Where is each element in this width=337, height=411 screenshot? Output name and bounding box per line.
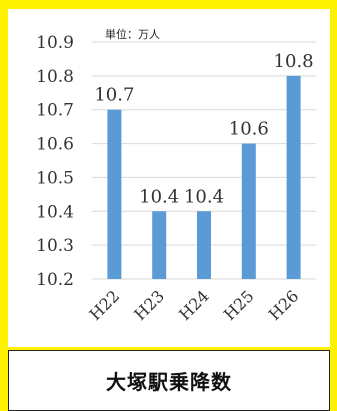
data-label: 10.6 <box>229 119 269 140</box>
unit-note: 単位：万人 <box>105 27 160 41</box>
bar-h22 <box>107 109 122 279</box>
bar-h25 <box>241 143 256 279</box>
data-label: 10.4 <box>184 186 224 207</box>
x-tick-label: H25 <box>220 286 258 324</box>
y-axis-ticks: 10.2 10.3 10.4 10.5 10.6 10.7 10.8 10.9 <box>36 33 74 290</box>
data-labels: 10.7 10.4 10.4 10.6 10.8 <box>94 51 313 207</box>
caption-box: 大塚駅乗降数 <box>8 350 330 411</box>
y-tick-label: 10.3 <box>36 236 74 256</box>
bar-h26 <box>286 75 301 279</box>
y-tick-label: 10.9 <box>36 33 74 53</box>
chart-panel: 単位：万人 10.2 10.3 10.4 10.5 10.6 10.7 10.8 10.9 1… <box>8 9 330 347</box>
bar-chart: 単位：万人 10.2 10.3 10.4 10.5 10.6 10.7 10.8 10.9 1… <box>36 27 316 324</box>
data-label: 10.7 <box>94 85 134 106</box>
data-label: 10.8 <box>274 51 314 72</box>
x-tick-label: H24 <box>175 286 213 324</box>
x-axis-ticks: H22 H23 H24 H25 H26 <box>86 286 303 324</box>
y-tick-label: 10.7 <box>36 101 74 121</box>
bar-h24 <box>197 211 211 279</box>
chart-caption: 大塚駅乗降数 <box>106 370 232 394</box>
x-tick-label: H23 <box>130 286 168 324</box>
y-tick-label: 10.5 <box>36 168 74 188</box>
y-tick-label: 10.6 <box>36 135 74 155</box>
data-label: 10.4 <box>139 186 179 207</box>
y-tick-label: 10.4 <box>36 202 74 222</box>
x-tick-label: H26 <box>265 286 303 324</box>
bar-h23 <box>152 211 167 279</box>
y-tick-label: 10.8 <box>36 67 74 87</box>
y-tick-label: 10.2 <box>36 270 74 290</box>
bars <box>107 75 301 279</box>
x-tick-label: H22 <box>86 286 124 324</box>
